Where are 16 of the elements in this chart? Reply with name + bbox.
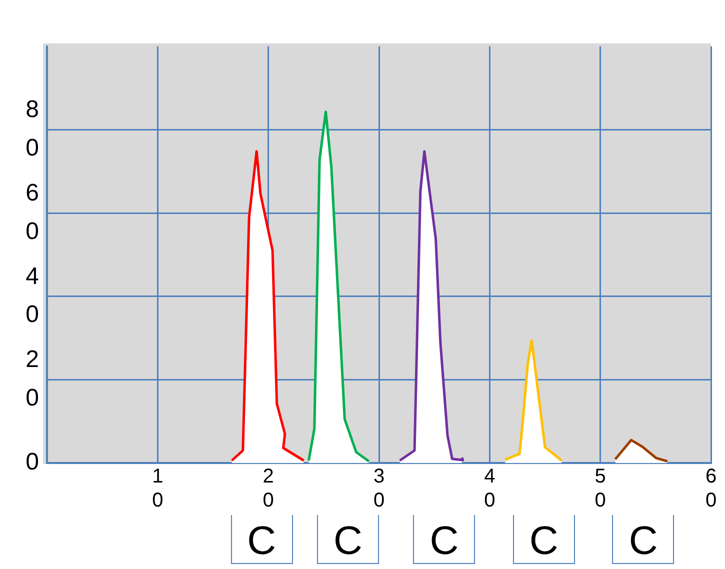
x-tick-label: 5 0 [594,466,606,512]
y-tick-label: 0 [26,448,39,476]
x-tick-label: 6 0 [705,466,717,512]
letter-box: C [512,515,575,564]
y-tick-label: 8 0 [26,96,39,162]
letter-box: C [413,515,476,564]
x-tick-label: 3 0 [373,466,385,512]
letter-box: C [316,515,379,564]
x-tick-label: 1 0 [152,466,164,512]
letter-box: C [612,515,674,564]
x-tick-label: 2 0 [262,466,274,512]
letter-box: C [230,515,293,564]
y-tick-label: 2 0 [26,346,39,412]
y-tick-label: 6 0 [26,179,39,245]
x-tick-label: 4 0 [484,466,496,512]
y-tick-label: 4 0 [26,262,39,328]
